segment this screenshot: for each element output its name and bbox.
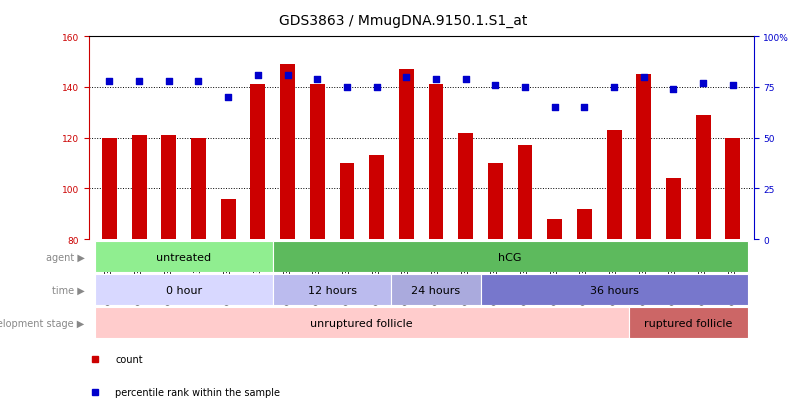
- Bar: [251, 85, 265, 240]
- Text: 0 hour: 0 hour: [165, 285, 202, 295]
- Point: [489, 83, 502, 89]
- Text: agent ▶: agent ▶: [46, 252, 85, 262]
- Bar: [696, 116, 711, 240]
- Point: [696, 81, 709, 87]
- Bar: [666, 179, 681, 240]
- Bar: [369, 156, 384, 240]
- Bar: [725, 138, 740, 240]
- Bar: [272, 275, 392, 306]
- Bar: [221, 199, 235, 240]
- Point: [608, 84, 621, 91]
- Point: [251, 72, 264, 79]
- Text: hCG: hCG: [498, 252, 522, 262]
- Bar: [339, 164, 355, 240]
- Text: unruptured follicle: unruptured follicle: [310, 318, 413, 328]
- Point: [311, 76, 324, 83]
- Point: [340, 84, 353, 91]
- Point: [578, 104, 591, 111]
- Bar: [94, 275, 272, 306]
- Point: [518, 84, 531, 91]
- Point: [400, 74, 413, 81]
- Point: [726, 83, 739, 89]
- Text: 36 hours: 36 hours: [590, 285, 638, 295]
- Bar: [131, 136, 147, 240]
- Point: [638, 74, 650, 81]
- Text: GDS3863 / MmugDNA.9150.1.S1_at: GDS3863 / MmugDNA.9150.1.S1_at: [279, 14, 527, 28]
- Text: 12 hours: 12 hours: [308, 285, 356, 295]
- Point: [103, 78, 116, 85]
- Bar: [577, 209, 592, 240]
- Bar: [102, 138, 117, 240]
- Point: [222, 95, 235, 101]
- Point: [133, 78, 146, 85]
- Bar: [480, 275, 748, 306]
- Bar: [517, 146, 533, 240]
- Point: [548, 104, 561, 111]
- Bar: [488, 164, 503, 240]
- Bar: [161, 136, 177, 240]
- Bar: [637, 75, 651, 240]
- Text: 24 hours: 24 hours: [411, 285, 460, 295]
- Text: development stage ▶: development stage ▶: [0, 318, 85, 328]
- Point: [459, 76, 472, 83]
- Bar: [392, 275, 480, 306]
- Bar: [310, 85, 325, 240]
- Text: count: count: [115, 354, 143, 364]
- Bar: [280, 65, 295, 240]
- Point: [667, 86, 680, 93]
- Bar: [272, 242, 748, 273]
- Bar: [94, 242, 272, 273]
- Bar: [459, 133, 473, 240]
- Bar: [399, 70, 413, 240]
- Bar: [429, 85, 443, 240]
- Point: [192, 78, 205, 85]
- Bar: [94, 308, 629, 339]
- Bar: [629, 308, 748, 339]
- Point: [370, 84, 383, 91]
- Point: [281, 72, 294, 79]
- Text: time ▶: time ▶: [52, 285, 85, 295]
- Bar: [191, 138, 206, 240]
- Point: [162, 78, 175, 85]
- Text: ruptured follicle: ruptured follicle: [644, 318, 733, 328]
- Bar: [607, 131, 621, 240]
- Bar: [547, 219, 562, 240]
- Text: untreated: untreated: [156, 252, 211, 262]
- Text: percentile rank within the sample: percentile rank within the sample: [115, 387, 280, 397]
- Point: [430, 76, 442, 83]
